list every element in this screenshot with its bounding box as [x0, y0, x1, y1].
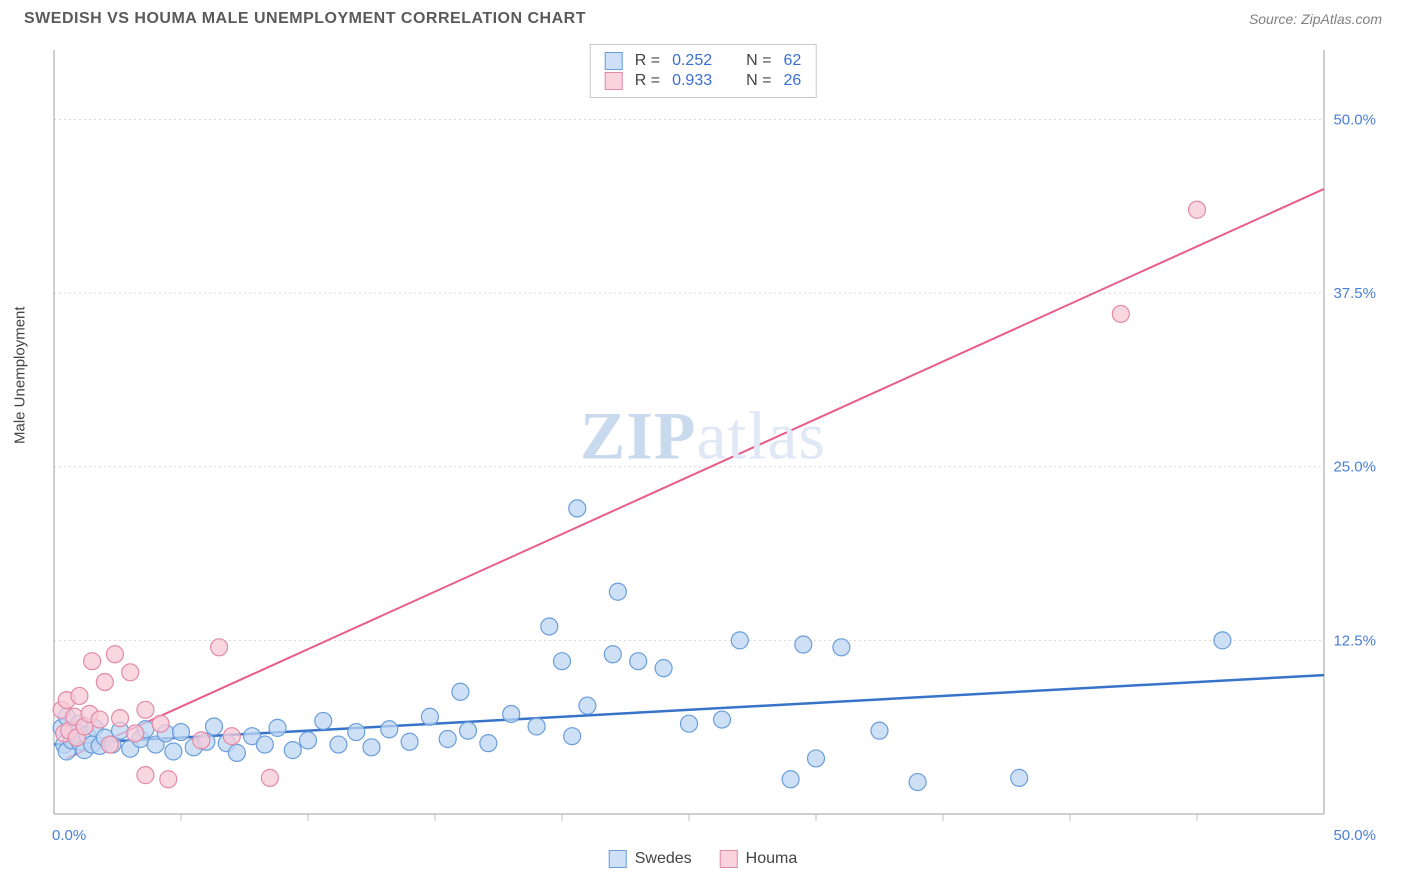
x-tick-label: 50.0%: [1333, 827, 1376, 844]
legend-item: Houma: [720, 850, 798, 868]
y-tick-label: 12.5%: [1333, 632, 1376, 649]
series-legend: Swedes Houma: [609, 850, 798, 868]
r-label: R =: [635, 52, 660, 70]
x-tick-label: 0.0%: [52, 827, 86, 844]
scatter-plot-svg: 12.5% 25.0% 37.5% 50.0% 0.0% 50.0%: [24, 34, 1382, 854]
y-tick-label: 50.0%: [1333, 111, 1376, 128]
legend-swatch: [605, 72, 623, 90]
source-value: ZipAtlas.com: [1301, 11, 1382, 27]
source-label: Source:: [1249, 11, 1297, 27]
y-tick-label: 37.5%: [1333, 285, 1376, 302]
chart-area: Male Unemployment 12.5%25.0%37.5%50.0%0.…: [24, 34, 1382, 854]
legend-swatch: [720, 850, 738, 868]
legend-swatch: [609, 850, 627, 868]
chart-title: SWEDISH VS HOUMA MALE UNEMPLOYMENT CORRE…: [24, 10, 586, 28]
correlation-info-box: R = 0.252 N = 62 R = 0.933 N = 26: [590, 44, 817, 98]
legend-label: Houma: [746, 850, 798, 868]
n-value: 26: [783, 72, 801, 90]
legend-swatch: [605, 52, 623, 70]
correlation-row: R = 0.933 N = 26: [605, 71, 802, 91]
n-label: N =: [746, 52, 771, 70]
y-axis-label: Male Unemployment: [12, 306, 29, 444]
y-tick-label: 25.0%: [1333, 459, 1376, 476]
r-value: 0.252: [672, 52, 712, 70]
correlation-row: R = 0.252 N = 62: [605, 51, 802, 71]
n-value: 62: [783, 52, 801, 70]
source-attribution: Source: ZipAtlas.com: [1249, 11, 1382, 27]
r-value: 0.933: [672, 72, 712, 90]
legend-label: Swedes: [635, 850, 692, 868]
r-label: R =: [635, 72, 660, 90]
n-label: N =: [746, 72, 771, 90]
legend-item: Swedes: [609, 850, 692, 868]
